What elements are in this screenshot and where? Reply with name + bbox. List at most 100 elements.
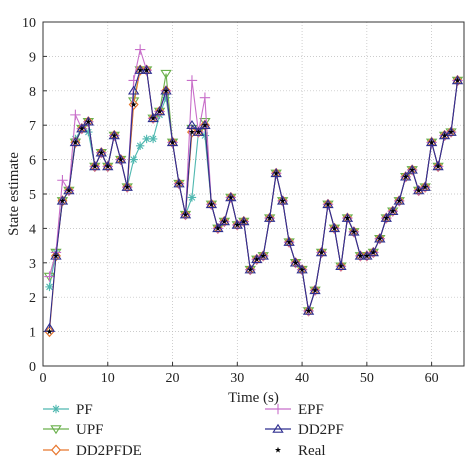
data-point-epf bbox=[199, 92, 211, 103]
data-point-pf bbox=[200, 131, 210, 140]
data-point-real bbox=[85, 118, 92, 125]
legend-item-real: Real bbox=[274, 443, 326, 459]
data-point-real bbox=[292, 259, 299, 266]
legend-label-real: Real bbox=[298, 443, 326, 459]
legend-item-pf: PF bbox=[43, 402, 93, 418]
y-tick-label: 2 bbox=[29, 291, 36, 306]
data-point-real bbox=[376, 235, 383, 242]
y-tick-label: 3 bbox=[29, 257, 36, 272]
legend: PF EPF UPF DD2PF DD2PFDE Real bbox=[43, 402, 344, 459]
y-axis-title: State estimate bbox=[6, 152, 22, 236]
legend-marker-epf bbox=[272, 403, 284, 415]
data-point-real bbox=[221, 218, 228, 225]
grid bbox=[43, 22, 464, 366]
y-tick-label: 8 bbox=[29, 85, 36, 100]
data-point-real bbox=[117, 156, 124, 163]
legend-item-epf: EPF bbox=[265, 402, 324, 418]
data-point-real bbox=[324, 201, 332, 207]
data-point-real bbox=[454, 77, 461, 84]
data-point-pf bbox=[135, 141, 145, 151]
data-point-pf bbox=[45, 282, 54, 292]
data-point-upf bbox=[160, 69, 172, 79]
x-tick-label: 50 bbox=[360, 371, 374, 386]
data-point-real bbox=[279, 197, 286, 204]
x-tick-label: 40 bbox=[295, 371, 309, 386]
series-upf bbox=[43, 66, 464, 317]
data-point-real bbox=[299, 266, 306, 273]
data-point-real bbox=[130, 101, 137, 108]
data-point-real bbox=[195, 128, 202, 135]
data-point-real bbox=[175, 180, 183, 187]
data-point-real bbox=[344, 214, 351, 221]
data-point-real bbox=[65, 187, 72, 194]
series-line-upf bbox=[48, 69, 459, 312]
x-tick-label: 20 bbox=[166, 371, 180, 386]
data-point-real bbox=[111, 132, 118, 139]
series-line-epf bbox=[48, 47, 459, 312]
data-point-pf bbox=[187, 193, 197, 202]
data-point-real bbox=[311, 287, 319, 293]
x-tick-label: 0 bbox=[40, 371, 47, 386]
legend-label-pf: PF bbox=[76, 402, 93, 418]
y-tick-label: 4 bbox=[29, 222, 36, 237]
data-point-real bbox=[273, 170, 280, 176]
data-point-real bbox=[227, 194, 234, 201]
data-point-pf bbox=[84, 127, 93, 137]
x-tick-label: 60 bbox=[425, 371, 439, 386]
data-point-real bbox=[396, 197, 403, 204]
legend-marker-dd2pfde bbox=[50, 444, 62, 456]
legend-marker-dd2pf bbox=[272, 423, 284, 433]
data-point-dd2pf bbox=[127, 85, 140, 95]
series-epf bbox=[44, 44, 463, 317]
data-point-real bbox=[46, 328, 53, 335]
y-tick-label: 0 bbox=[29, 360, 36, 375]
data-point-real bbox=[402, 173, 409, 180]
data-point-real bbox=[415, 187, 422, 194]
axes: 0 10 20 30 40 50 60 0 1 2 3 4 5 6 7 8 9 10 bbox=[22, 16, 439, 386]
legend-item-dd2pf: DD2PF bbox=[265, 422, 344, 438]
data-point-real bbox=[208, 201, 215, 207]
x-axis-title: Time (s) bbox=[228, 390, 279, 406]
data-point-real bbox=[156, 108, 163, 115]
x-tick-label: 10 bbox=[101, 371, 115, 386]
series-dd2pf bbox=[43, 64, 464, 332]
data-point-real bbox=[331, 225, 338, 231]
data-point-real bbox=[428, 139, 435, 145]
data-point-real bbox=[383, 214, 390, 221]
data-point-real bbox=[409, 166, 416, 173]
legend-item-dd2pfde: DD2PFDE bbox=[43, 443, 142, 459]
data-point-real bbox=[201, 122, 208, 128]
y-tick-label: 9 bbox=[29, 50, 36, 65]
data-point-real bbox=[188, 128, 196, 135]
legend-label-dd2pf: DD2PF bbox=[298, 422, 344, 438]
series-group bbox=[43, 44, 464, 338]
series-line-pf bbox=[48, 80, 459, 312]
plot-frame bbox=[42, 21, 465, 367]
series-real bbox=[46, 66, 461, 335]
data-point-real bbox=[260, 252, 267, 259]
data-point-real bbox=[182, 211, 189, 218]
legend-label-upf: UPF bbox=[76, 422, 104, 438]
data-point-real bbox=[240, 218, 247, 225]
data-point-real bbox=[266, 214, 273, 221]
data-point-real bbox=[91, 163, 98, 170]
y-tick-label: 7 bbox=[29, 119, 36, 134]
legend-marker-real bbox=[274, 446, 282, 453]
data-point-real bbox=[350, 228, 357, 235]
data-point-epf bbox=[44, 271, 55, 282]
data-point-real bbox=[363, 252, 370, 259]
data-point-pf bbox=[161, 93, 171, 102]
legend-label-dd2pfde: DD2PFDE bbox=[76, 443, 142, 459]
data-point-real bbox=[357, 252, 364, 259]
data-point-real bbox=[98, 149, 105, 156]
data-point-real bbox=[137, 66, 144, 73]
data-point-real bbox=[169, 139, 176, 145]
data-point-pf bbox=[129, 155, 138, 164]
legend-marker-pf bbox=[51, 404, 61, 414]
legend-marker-upf bbox=[50, 425, 62, 435]
data-point-real bbox=[441, 132, 448, 139]
data-point-real bbox=[448, 128, 455, 135]
data-point-real bbox=[78, 125, 85, 132]
y-tick-label: 10 bbox=[22, 16, 36, 31]
